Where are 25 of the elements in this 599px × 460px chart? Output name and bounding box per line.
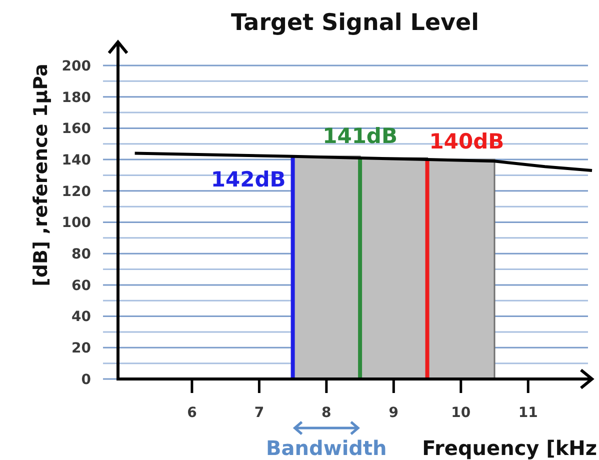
x-tick-label: 8	[322, 405, 332, 421]
text: Bandwidth	[266, 436, 387, 460]
series-label: 140dB	[429, 130, 504, 154]
y-tick-label: 180	[62, 90, 92, 106]
y-tick-label: 80	[72, 246, 92, 263]
chart-title: Target Signal Level	[230, 10, 480, 36]
series-label: 141dB	[322, 124, 398, 148]
x-tick-label: 6	[187, 405, 197, 421]
y-tick-label: 100	[62, 215, 92, 232]
x-tick-label: 10	[451, 405, 471, 421]
y-axis-title: [dB] ,reference 1μPa	[30, 64, 52, 286]
y-tick-label: 160	[62, 121, 92, 138]
y-tick-label: 20	[72, 340, 92, 357]
y-tick-label: 40	[72, 309, 92, 326]
y-tick-label: 120	[62, 184, 92, 200]
x-tick-label: 9	[388, 405, 399, 421]
line-series	[133, 152, 594, 172]
x-tick-label: 11	[518, 405, 538, 421]
y-tick-label: 0	[81, 372, 92, 388]
y-tick-label: 140	[62, 152, 92, 168]
y-tick-label: 200	[62, 58, 92, 74]
y-tick-label: 60	[72, 278, 92, 294]
series-label: 142dB	[210, 167, 286, 192]
x-tick-label: 7	[254, 405, 264, 421]
x-axis-title: Frequency [kHz	[422, 436, 597, 460]
